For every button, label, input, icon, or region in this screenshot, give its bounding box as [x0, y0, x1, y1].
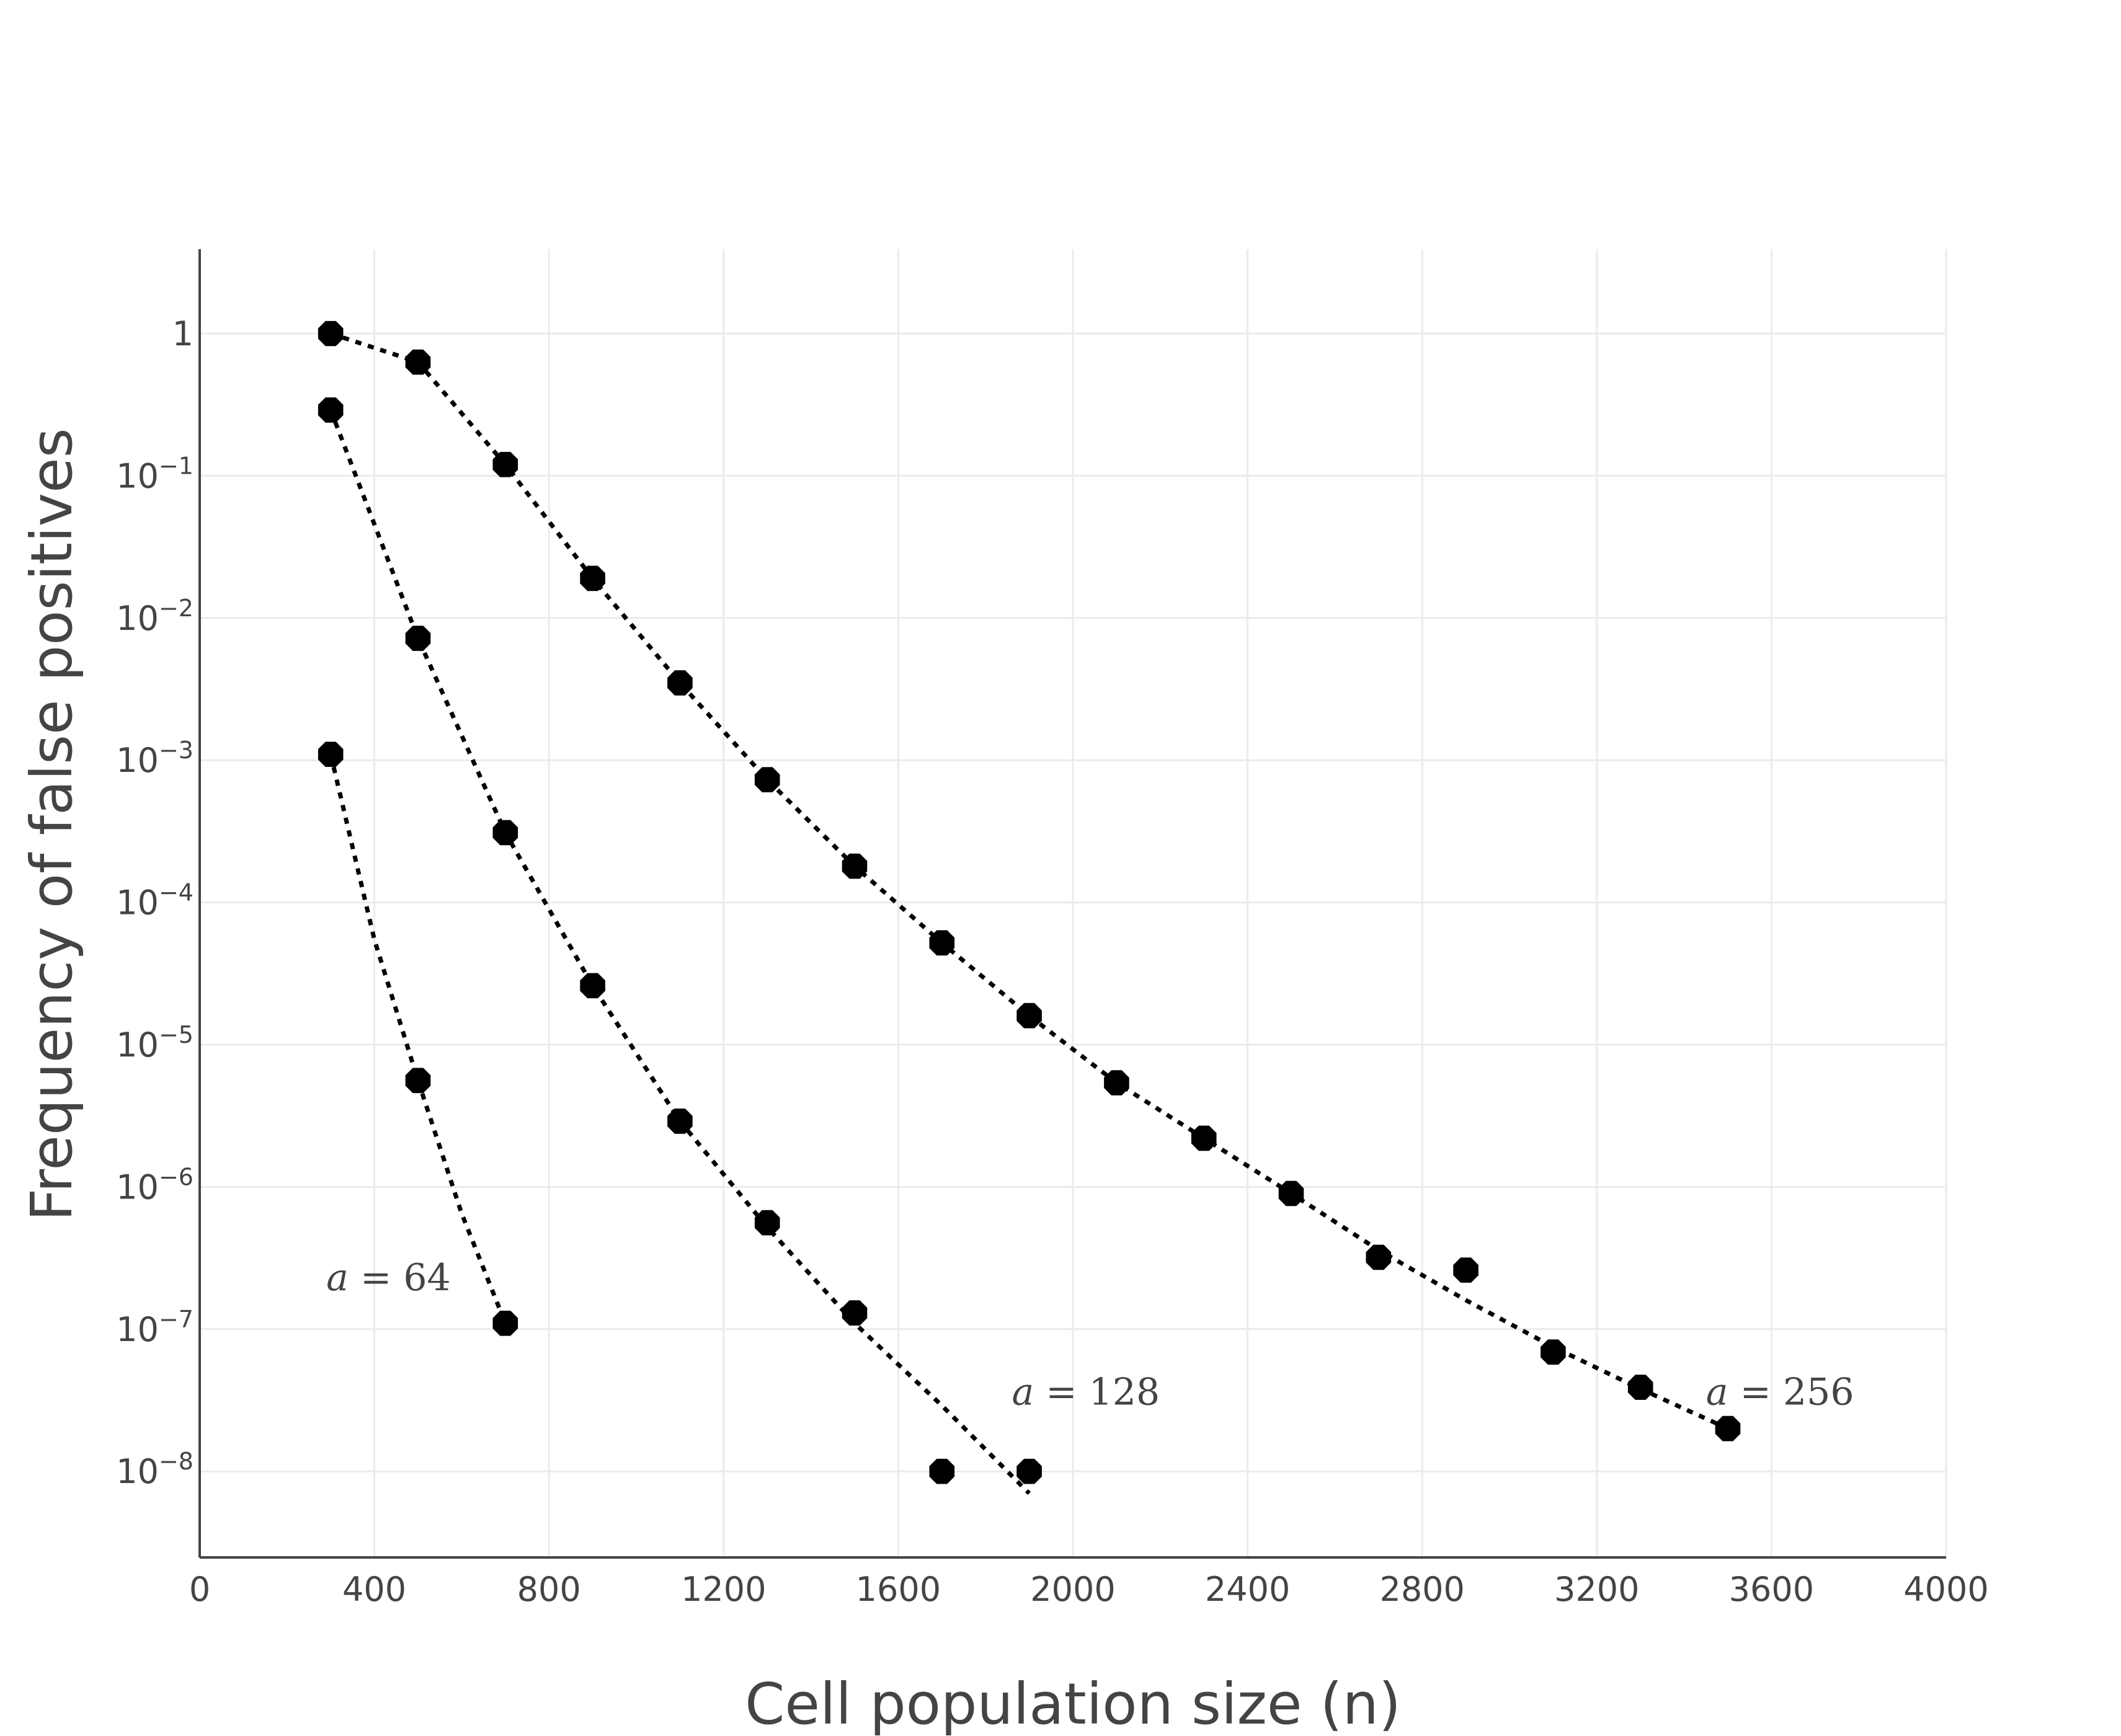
data-point: [318, 742, 344, 767]
x-tick-label: 4000: [1903, 1570, 1988, 1609]
data-point: [1453, 1257, 1478, 1283]
x-tick-label: 1600: [856, 1570, 941, 1609]
data-point: [754, 1210, 780, 1236]
data-point: [1627, 1375, 1653, 1400]
data-point: [667, 1109, 693, 1134]
y-tick-label: 10−3: [116, 737, 193, 780]
data-points: [318, 321, 1741, 1484]
data-point: [842, 853, 868, 879]
data-point: [580, 973, 605, 999]
data-point: [1104, 1070, 1129, 1096]
data-point: [754, 767, 780, 792]
y-axis-title: Frequency of false positives: [19, 428, 85, 1221]
x-tick-label: 2000: [1030, 1570, 1115, 1609]
y-tick-label: 10−4: [116, 879, 193, 923]
data-point: [929, 930, 955, 956]
data-point: [1016, 1003, 1042, 1029]
data-point: [405, 626, 431, 651]
grid-lines: [200, 249, 1947, 1557]
x-tick-label: 3600: [1729, 1570, 1814, 1609]
y-tick-label: 10−5: [116, 1021, 193, 1065]
data-point: [492, 1311, 518, 1336]
series-annotations: a = 64 a = 128 a = 256: [326, 1256, 1854, 1414]
data-point: [492, 451, 518, 477]
y-tick-labels: 1 10−1 10−2 10−3 10−4 10−5 10−6 10−7 10−8: [116, 314, 193, 1491]
data-point: [318, 321, 344, 347]
x-tick-label: 1200: [681, 1570, 766, 1609]
x-tick-labels: 0 400 800 1200 1600 2000 2400 2800 3200 3600 4000: [189, 1570, 1989, 1609]
data-point: [1278, 1180, 1304, 1207]
x-tick-label: 3200: [1554, 1570, 1639, 1609]
series-annotation: a = 64: [326, 1256, 451, 1300]
y-tick-label: 10−8: [116, 1448, 193, 1491]
series-annotation: a = 256: [1706, 1371, 1854, 1414]
data-point: [1541, 1339, 1566, 1365]
data-point: [1366, 1244, 1392, 1270]
data-point: [492, 820, 518, 846]
y-tick-label: 10−6: [116, 1163, 193, 1207]
x-tick-label: 2800: [1379, 1570, 1464, 1609]
data-point: [580, 565, 605, 591]
data-point: [1191, 1125, 1217, 1151]
y-tick-label: 10−2: [116, 595, 193, 638]
series-annotation: a = 128: [1012, 1371, 1160, 1414]
data-point: [667, 670, 693, 696]
x-tick-label: 400: [342, 1570, 406, 1609]
x-axis-title: Cell population size (n): [745, 1671, 1401, 1736]
data-point: [1715, 1415, 1741, 1442]
y-tick-label: 10−7: [116, 1306, 193, 1349]
axes: [198, 249, 1946, 1559]
x-tick-label: 800: [517, 1570, 581, 1609]
x-tick-label: 0: [189, 1570, 210, 1609]
y-tick-label: 10−1: [116, 452, 193, 495]
x-tick-label: 2400: [1205, 1570, 1290, 1609]
data-point: [318, 397, 344, 423]
y-tick-label: 1: [172, 314, 193, 353]
data-point: [929, 1458, 955, 1484]
data-point: [405, 349, 431, 375]
data-point: [1016, 1458, 1042, 1484]
data-point: [405, 1068, 431, 1094]
data-point: [842, 1300, 868, 1326]
